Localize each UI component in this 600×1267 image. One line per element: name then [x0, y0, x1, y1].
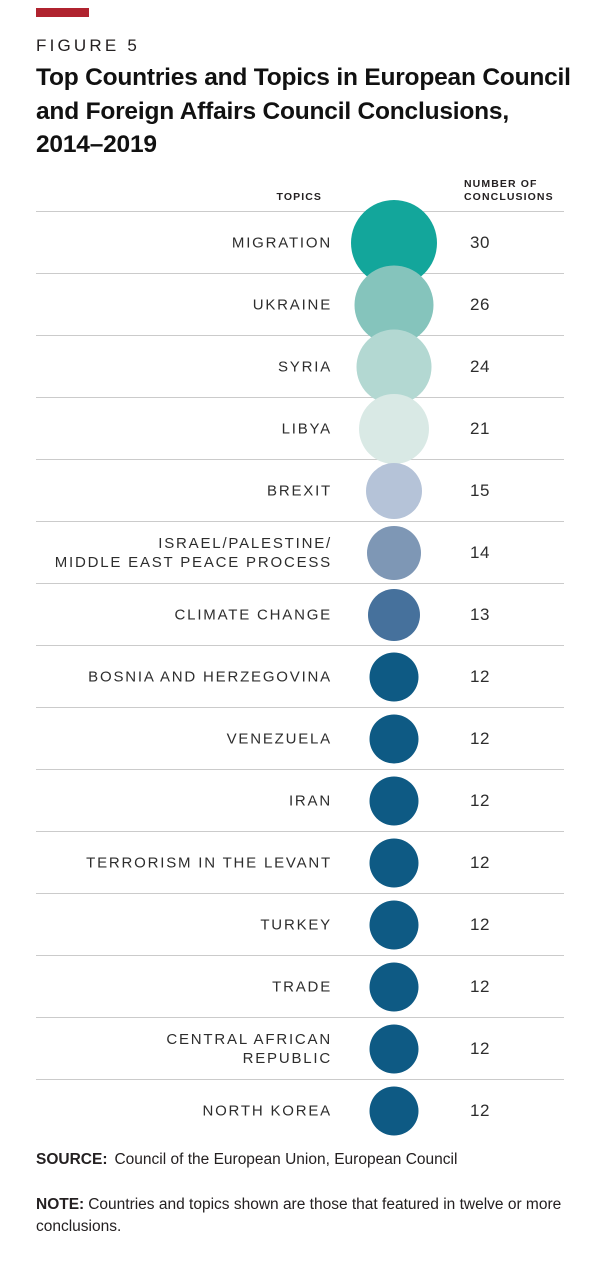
topic-label: TERRORISM IN THE LEVANT [86, 854, 332, 871]
note-line: NOTE: Countries and topics shown are thos… [36, 1194, 573, 1237]
table-row: ISRAEL/PALESTINE/ MIDDLE EAST PEACE PROC… [36, 521, 564, 583]
bubble-mark [369, 900, 419, 949]
table-row: TERRORISM IN THE LEVANT 12 [36, 831, 564, 893]
table-row: VENEZUELA 12 [36, 707, 564, 769]
topic-label: NORTH KOREA [202, 1102, 332, 1119]
bubble-mark [359, 393, 429, 464]
topic-label: TRADE [272, 978, 332, 995]
conclusions-count: 21 [470, 418, 490, 438]
conclusions-count: 26 [470, 294, 490, 314]
source-line: SOURCE: Council of the European Union, Eu… [36, 1151, 576, 1169]
conclusions-count: 12 [470, 1038, 490, 1058]
column-header-topics: TOPICS [276, 191, 322, 203]
conclusions-count: 12 [470, 666, 490, 686]
topic-label: MIGRATION [231, 234, 332, 251]
column-header-number-of-conclusions: NUMBER OF CONCLUSIONS [464, 178, 554, 203]
bubble-mark [369, 838, 419, 887]
topic-label: SYRIA [277, 358, 332, 375]
bubble-mark [368, 588, 420, 641]
conclusions-count: 12 [470, 914, 490, 934]
topic-label: CLIMATE CHANGE [174, 606, 332, 623]
bubble-mark [369, 1086, 419, 1135]
table-row: LIBYA 21 [36, 393, 564, 464]
conclusions-count: 12 [470, 976, 490, 996]
topic-label: UKRAINE [252, 296, 332, 313]
table-row: BREXIT 15 [36, 459, 564, 521]
table-row: IRAN 12 [36, 769, 564, 831]
table-row: BOSNIA AND HERZEGOVINA 12 [36, 645, 564, 707]
table-row: SYRIA 24 [36, 329, 564, 404]
conclusions-count: 24 [470, 356, 490, 376]
bubble-mark [369, 652, 419, 701]
topic-label: VENEZUELA [226, 730, 332, 747]
table-row: NORTH KOREA 12 [36, 1079, 564, 1141]
bubble-mark [367, 525, 421, 580]
source-text: Council of the European Union, European … [114, 1151, 458, 1168]
note-text: Countries and topics shown are those tha… [36, 1196, 562, 1235]
topic-label: LIBYA [281, 420, 332, 437]
figure-title: Top Countries and Topics in European Cou… [36, 64, 571, 158]
topic-label: CENTRAL AFRICAN REPUBLIC [166, 1030, 332, 1067]
figure-number-label: FIGURE 5 [36, 36, 141, 55]
table-row: TURKEY 12 [36, 893, 564, 955]
topic-label: BOSNIA AND HERZEGOVINA [88, 668, 332, 685]
table-row: UKRAINE 26 [36, 265, 564, 344]
topic-label: IRAN [288, 792, 332, 809]
bubble-mark [356, 329, 432, 404]
bubble-mark [369, 1024, 419, 1073]
conclusions-count: 13 [470, 604, 490, 624]
source-label: SOURCE: [36, 1151, 108, 1168]
table-row: CLIMATE CHANGE 13 [36, 583, 564, 645]
conclusions-count: 12 [470, 852, 490, 872]
topic-label: ISRAEL/PALESTINE/ MIDDLE EAST PEACE PROC… [54, 534, 332, 571]
topic-label: TURKEY [260, 916, 332, 933]
note-label: NOTE: [36, 1196, 85, 1213]
table-row: CENTRAL AFRICAN REPUBLIC 12 [36, 1017, 564, 1079]
table-row: MIGRATION 30 [36, 199, 564, 286]
conclusions-count: 14 [470, 542, 490, 562]
table-row: TRADE 12 [36, 955, 564, 1017]
conclusions-count: 15 [470, 480, 490, 500]
bubble-mark [369, 962, 419, 1011]
conclusions-count: 12 [470, 790, 490, 810]
conclusions-count: 30 [470, 232, 490, 252]
bubble-mark [369, 776, 419, 825]
accent-bar [36, 8, 89, 17]
topic-label: BREXIT [267, 482, 332, 499]
conclusions-count: 12 [470, 1100, 490, 1120]
bubble-mark [369, 714, 419, 763]
bubble-mark [366, 462, 422, 519]
conclusions-count: 12 [470, 728, 490, 748]
bubble-table: MIGRATION 30 UKRAINE 26 SYRIA 24 LIBYA 2… [36, 199, 564, 1141]
